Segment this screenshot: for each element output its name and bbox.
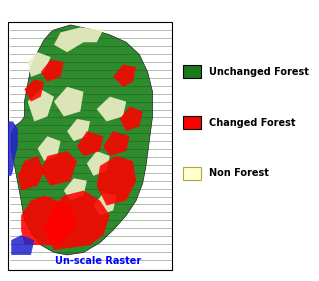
Polygon shape	[18, 156, 44, 191]
Polygon shape	[11, 235, 34, 255]
Text: Changed Forest: Changed Forest	[209, 117, 295, 128]
Polygon shape	[97, 97, 126, 121]
Text: Un-scale Raster: Un-scale Raster	[55, 256, 141, 266]
Polygon shape	[103, 131, 130, 156]
Polygon shape	[97, 156, 136, 205]
Polygon shape	[41, 60, 64, 82]
Text: Non Forest: Non Forest	[209, 168, 269, 178]
Bar	[183, 65, 201, 78]
Polygon shape	[8, 121, 18, 176]
Polygon shape	[28, 89, 54, 121]
Polygon shape	[41, 151, 77, 186]
Polygon shape	[21, 196, 77, 245]
Polygon shape	[113, 65, 136, 87]
Bar	[183, 167, 201, 180]
Polygon shape	[67, 119, 90, 141]
Polygon shape	[25, 79, 44, 102]
Polygon shape	[54, 28, 103, 52]
Polygon shape	[64, 178, 87, 201]
Polygon shape	[28, 52, 51, 77]
Text: Unchanged Forest: Unchanged Forest	[209, 67, 309, 77]
Polygon shape	[11, 25, 152, 255]
Polygon shape	[54, 87, 84, 116]
Polygon shape	[38, 136, 61, 161]
Polygon shape	[120, 106, 143, 131]
Bar	[183, 116, 201, 129]
Polygon shape	[87, 151, 110, 176]
Polygon shape	[93, 193, 116, 215]
Polygon shape	[44, 191, 110, 250]
Polygon shape	[77, 131, 103, 156]
Bar	[8, 22, 172, 270]
